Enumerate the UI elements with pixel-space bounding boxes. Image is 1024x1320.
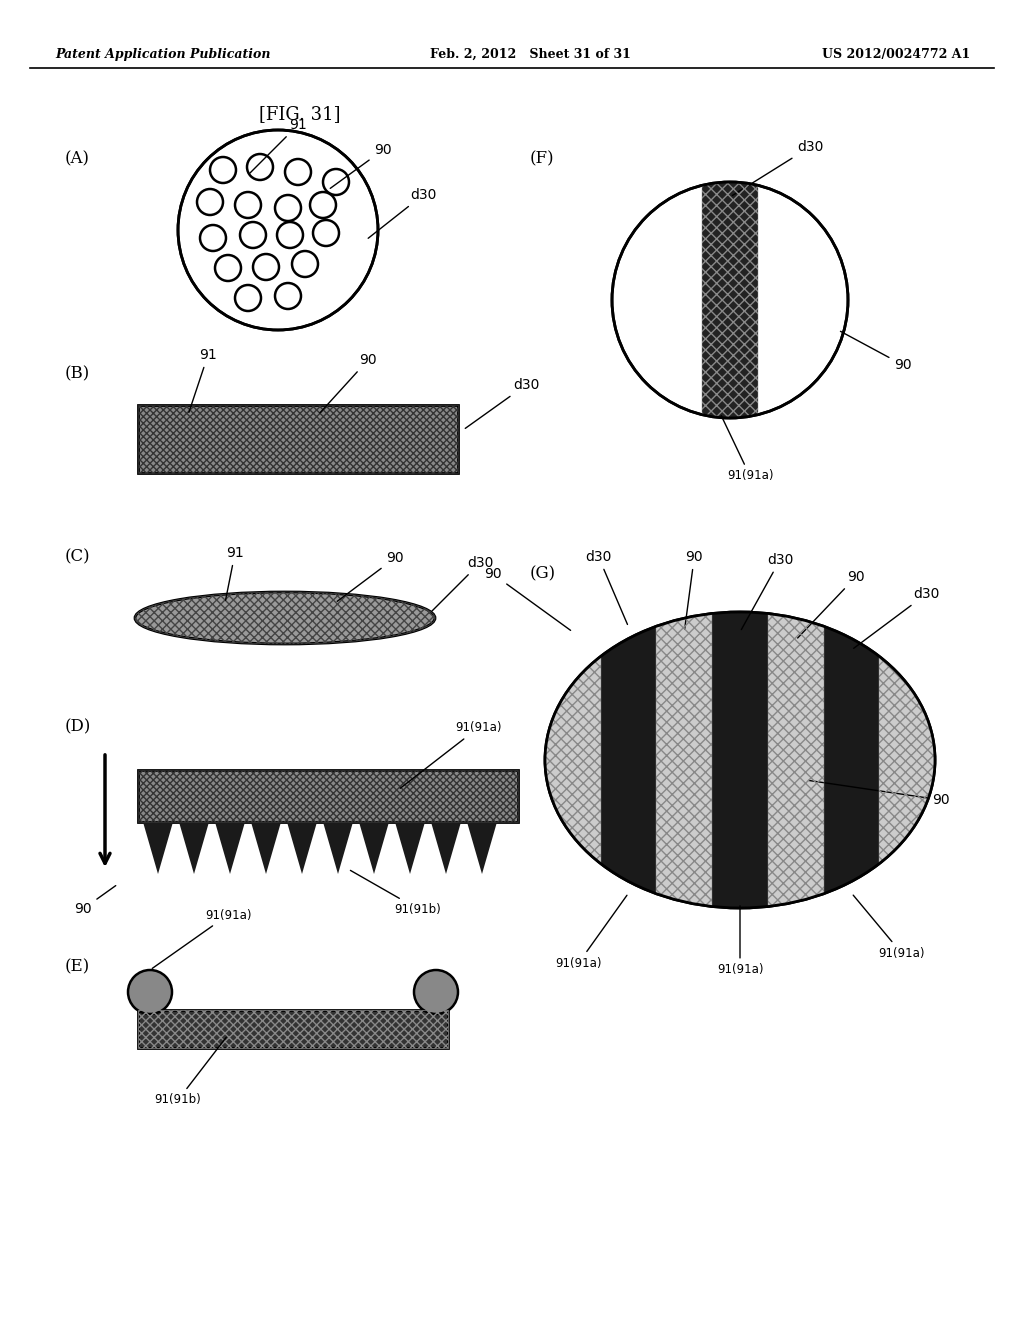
Text: 91(91a): 91(91a) bbox=[153, 908, 251, 969]
Text: 90: 90 bbox=[337, 550, 403, 602]
Text: 90: 90 bbox=[74, 886, 116, 916]
Text: (F): (F) bbox=[530, 150, 555, 168]
Text: 91: 91 bbox=[188, 348, 217, 412]
Text: (A): (A) bbox=[65, 150, 90, 168]
FancyBboxPatch shape bbox=[702, 182, 758, 418]
Text: d30: d30 bbox=[465, 378, 540, 429]
FancyBboxPatch shape bbox=[712, 612, 768, 908]
Polygon shape bbox=[359, 822, 389, 874]
Text: d30: d30 bbox=[432, 556, 494, 611]
Text: 91(91b): 91(91b) bbox=[350, 870, 441, 916]
FancyBboxPatch shape bbox=[138, 405, 458, 473]
FancyBboxPatch shape bbox=[823, 612, 880, 908]
Circle shape bbox=[128, 970, 172, 1014]
Polygon shape bbox=[215, 822, 245, 874]
FancyBboxPatch shape bbox=[880, 612, 935, 908]
Circle shape bbox=[612, 182, 848, 418]
Ellipse shape bbox=[545, 612, 935, 908]
Polygon shape bbox=[287, 822, 317, 874]
Polygon shape bbox=[395, 822, 425, 874]
Text: 90: 90 bbox=[685, 550, 703, 630]
FancyBboxPatch shape bbox=[656, 612, 712, 908]
FancyBboxPatch shape bbox=[768, 612, 823, 908]
Text: (C): (C) bbox=[65, 548, 91, 565]
Circle shape bbox=[178, 129, 378, 330]
Polygon shape bbox=[179, 822, 209, 874]
Ellipse shape bbox=[135, 591, 435, 644]
Polygon shape bbox=[323, 822, 353, 874]
Text: d30: d30 bbox=[586, 550, 628, 624]
Text: 90: 90 bbox=[484, 568, 570, 631]
Text: 90: 90 bbox=[841, 331, 911, 372]
Text: 90: 90 bbox=[319, 352, 377, 413]
Text: 90: 90 bbox=[331, 143, 392, 189]
Text: 91(91a): 91(91a) bbox=[555, 895, 627, 969]
Text: (B): (B) bbox=[65, 366, 90, 381]
Text: 91: 91 bbox=[225, 546, 244, 601]
Polygon shape bbox=[467, 822, 497, 874]
Text: Patent Application Publication: Patent Application Publication bbox=[55, 48, 270, 61]
Text: US 2012/0024772 A1: US 2012/0024772 A1 bbox=[821, 48, 970, 61]
Text: d30: d30 bbox=[369, 187, 436, 239]
FancyBboxPatch shape bbox=[545, 612, 601, 908]
FancyBboxPatch shape bbox=[138, 1010, 449, 1048]
Text: 91(91a): 91(91a) bbox=[853, 895, 925, 960]
Text: (D): (D) bbox=[65, 718, 91, 735]
Text: 91(91a): 91(91a) bbox=[721, 416, 773, 483]
Text: d30: d30 bbox=[854, 587, 940, 648]
Text: 90: 90 bbox=[798, 570, 864, 638]
Polygon shape bbox=[251, 822, 281, 874]
Text: d30: d30 bbox=[732, 140, 823, 195]
Text: 90: 90 bbox=[809, 780, 950, 807]
FancyBboxPatch shape bbox=[138, 770, 518, 822]
Text: (E): (E) bbox=[65, 958, 90, 975]
Polygon shape bbox=[431, 822, 461, 874]
Text: [FIG. 31]: [FIG. 31] bbox=[259, 106, 341, 123]
Text: 91(91a): 91(91a) bbox=[400, 722, 502, 788]
Text: 91(91a): 91(91a) bbox=[717, 906, 763, 977]
Circle shape bbox=[414, 970, 458, 1014]
Polygon shape bbox=[143, 822, 173, 874]
Text: d30: d30 bbox=[741, 553, 794, 630]
Text: (G): (G) bbox=[530, 565, 556, 582]
Text: 91(91b): 91(91b) bbox=[155, 1038, 226, 1106]
FancyBboxPatch shape bbox=[601, 612, 656, 908]
Text: 91: 91 bbox=[250, 117, 307, 173]
Text: Feb. 2, 2012   Sheet 31 of 31: Feb. 2, 2012 Sheet 31 of 31 bbox=[430, 48, 631, 61]
